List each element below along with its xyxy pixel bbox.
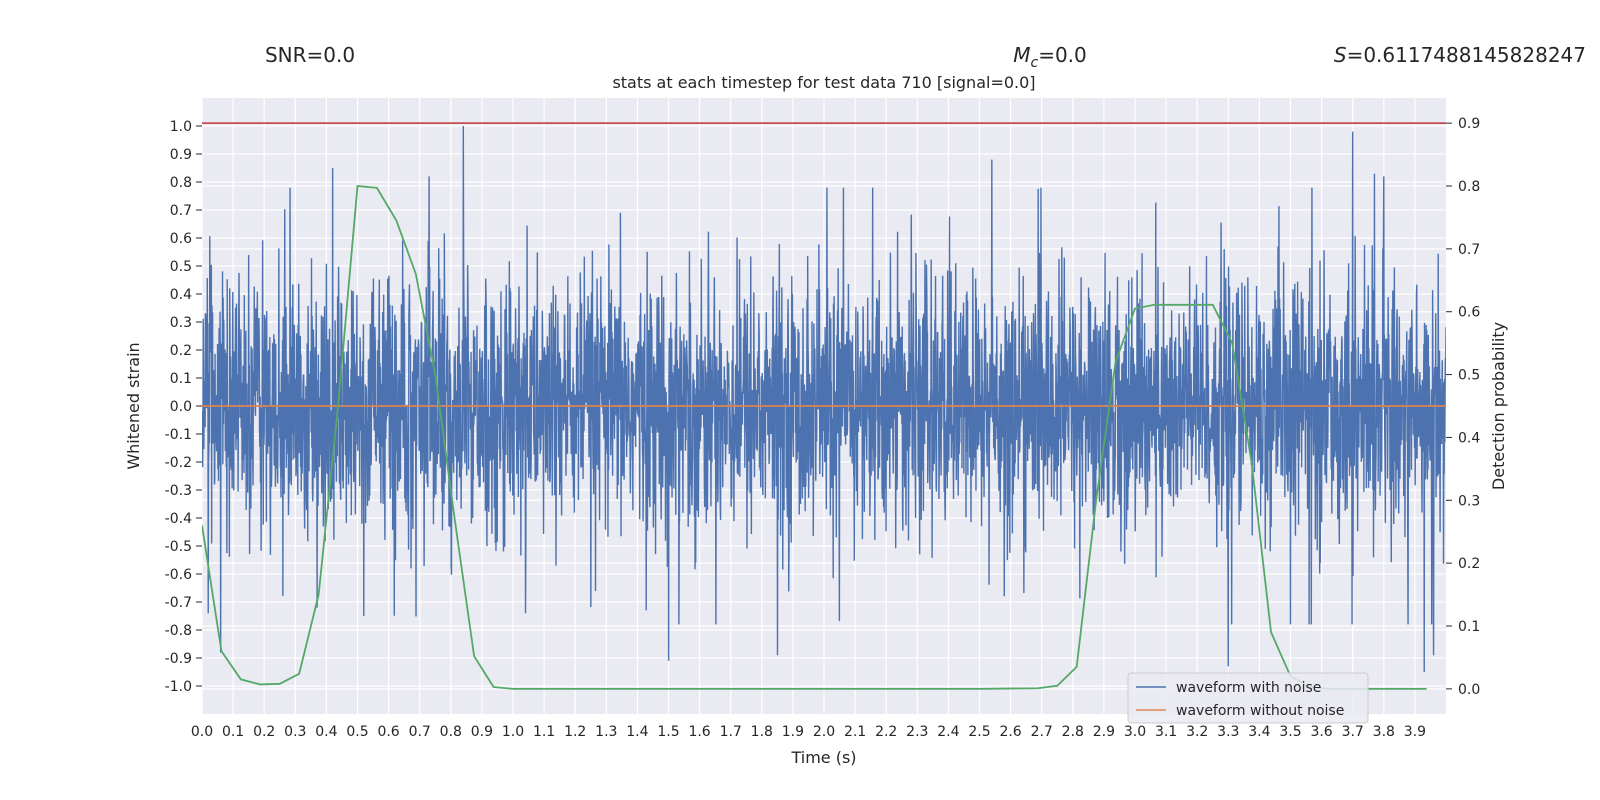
y-tick-label-right: 0.8: [1458, 179, 1480, 195]
x-tick-label: 2.4: [937, 724, 959, 740]
y-tick-label-left: -0.4: [165, 511, 192, 527]
x-tick-label: 0.8: [440, 724, 462, 740]
mc-value: =0.0: [1038, 43, 1087, 67]
score-stat: S=0.6117488145828247: [1334, 43, 1586, 67]
x-tick-label: 0.6: [377, 724, 399, 740]
x-tick-label: 2.7: [1031, 724, 1053, 740]
x-tick-label: 1.8: [751, 724, 773, 740]
y-tick-label-left: 0.1: [170, 371, 192, 387]
chirp-mass-stat: Mc=0.0: [1013, 43, 1087, 71]
legend: waveform with noise waveform without noi…: [1127, 672, 1369, 724]
y-tick-label-left: 0.5: [170, 259, 192, 275]
y-tick-label-left: 0.9: [170, 147, 192, 163]
y-tick-label-left: -0.1: [165, 427, 192, 443]
y-tick-label-right: 0.3: [1458, 493, 1480, 509]
y-tick-label-right: 0.1: [1458, 619, 1480, 635]
legend-label-noisy: waveform with noise: [1176, 680, 1321, 696]
x-tick-label: 2.1: [844, 724, 866, 740]
y-tick-label-right: 0.0: [1458, 682, 1480, 698]
x-tick-label: 1.1: [533, 724, 555, 740]
y-tick-label-left: 0.3: [170, 315, 192, 331]
x-tick-label: 3.0: [1124, 724, 1146, 740]
y-tick-label-right: 0.9: [1458, 116, 1480, 132]
y-tick-label-left: -0.7: [165, 595, 192, 611]
x-tick-label: 1.7: [720, 724, 742, 740]
y-tick-label-right: 0.4: [1458, 430, 1480, 446]
x-tick-label: 3.3: [1217, 724, 1239, 740]
x-tick-label: 3.4: [1248, 724, 1270, 740]
y-tick-label-right: 0.2: [1458, 556, 1480, 572]
x-tick-label: 1.3: [595, 724, 617, 740]
x-tick-label: 2.2: [875, 724, 897, 740]
x-tick-label: 2.0: [813, 724, 835, 740]
series-waveform-with-noise: [202, 125, 1446, 673]
y-tick-label-left: -0.3: [165, 483, 192, 499]
y-tick-label-left: 0.0: [170, 399, 192, 415]
x-tick-label: 2.6: [999, 724, 1021, 740]
y-tick-label-left: -0.2: [165, 455, 192, 471]
y-tick-label-left: 0.4: [170, 287, 192, 303]
y-axis-label-right: Detection probability: [1489, 322, 1508, 490]
y-axis-label-left: Whitened strain: [124, 342, 143, 469]
y-tick-label-right: 0.5: [1458, 368, 1480, 384]
x-tick-label: 3.8: [1373, 724, 1395, 740]
x-tick-label: 3.5: [1279, 724, 1301, 740]
x-tick-label: 1.9: [782, 724, 804, 740]
y-tick-label-left: -0.8: [165, 623, 192, 639]
x-tick-label: 3.7: [1342, 724, 1364, 740]
x-tick-label: 1.4: [626, 724, 648, 740]
x-tick-label: 0.9: [471, 724, 493, 740]
x-axis-label: Time (s): [790, 748, 856, 767]
legend-label-clean: waveform without noise: [1176, 703, 1344, 719]
x-tick-label: 2.5: [968, 724, 990, 740]
y-tick-label-left: -0.9: [165, 651, 192, 667]
x-tick-label: 0.0: [191, 724, 213, 740]
x-tick-label: 3.9: [1404, 724, 1426, 740]
x-tick-label: 0.7: [409, 724, 431, 740]
y-tick-label-right: 0.7: [1458, 242, 1480, 258]
y-tick-label-right: 0.6: [1458, 305, 1480, 321]
x-tick-label: 0.1: [222, 724, 244, 740]
mc-symbol: M: [1013, 43, 1030, 67]
x-tick-label: 0.4: [315, 724, 337, 740]
x-tick-label: 3.6: [1310, 724, 1332, 740]
x-tick-label: 2.8: [1062, 724, 1084, 740]
x-tick-label: 3.1: [1155, 724, 1177, 740]
y-tick-label-left: 0.2: [170, 343, 192, 359]
series-layer: [202, 122, 1446, 690]
x-tick-label: 0.2: [253, 724, 275, 740]
y-tick-label-left: 0.8: [170, 175, 192, 191]
x-tick-label: 1.5: [657, 724, 679, 740]
x-tick-label: 0.3: [284, 724, 306, 740]
x-tick-label: 3.2: [1186, 724, 1208, 740]
snr-stat: SNR=0.0: [265, 43, 355, 67]
x-tick-label: 1.2: [564, 724, 586, 740]
y-tick-label-left: -0.6: [165, 567, 192, 583]
x-tick-label: 2.3: [906, 724, 928, 740]
y-tick-label-left: 0.7: [170, 203, 192, 219]
tick-labels: 0.0 0.1 0.2 0.3 0.4 0.5 0.6 0.7 0.8 0.9 1.0 1.1 1.2 1…: [165, 116, 1481, 740]
s-symbol: S: [1334, 43, 1347, 67]
x-tick-label: 0.5: [346, 724, 368, 740]
s-value: =0.6117488145828247: [1347, 43, 1586, 67]
y-tick-label-left: 0.6: [170, 231, 192, 247]
x-tick-label: 2.9: [1093, 724, 1115, 740]
y-tick-label-left: -1.0: [165, 679, 192, 695]
series-clip-group: [202, 122, 1446, 690]
x-tick-label: 1.6: [688, 724, 710, 740]
legend-box: [1127, 672, 1369, 724]
x-tick-label: 1.0: [502, 724, 524, 740]
chart-title: stats at each timestep for test data 710…: [612, 73, 1035, 92]
y-tick-label-left: -0.5: [165, 539, 192, 555]
y-tick-label-left: 1.0: [170, 119, 192, 135]
mc-subscript: c: [1030, 55, 1038, 71]
